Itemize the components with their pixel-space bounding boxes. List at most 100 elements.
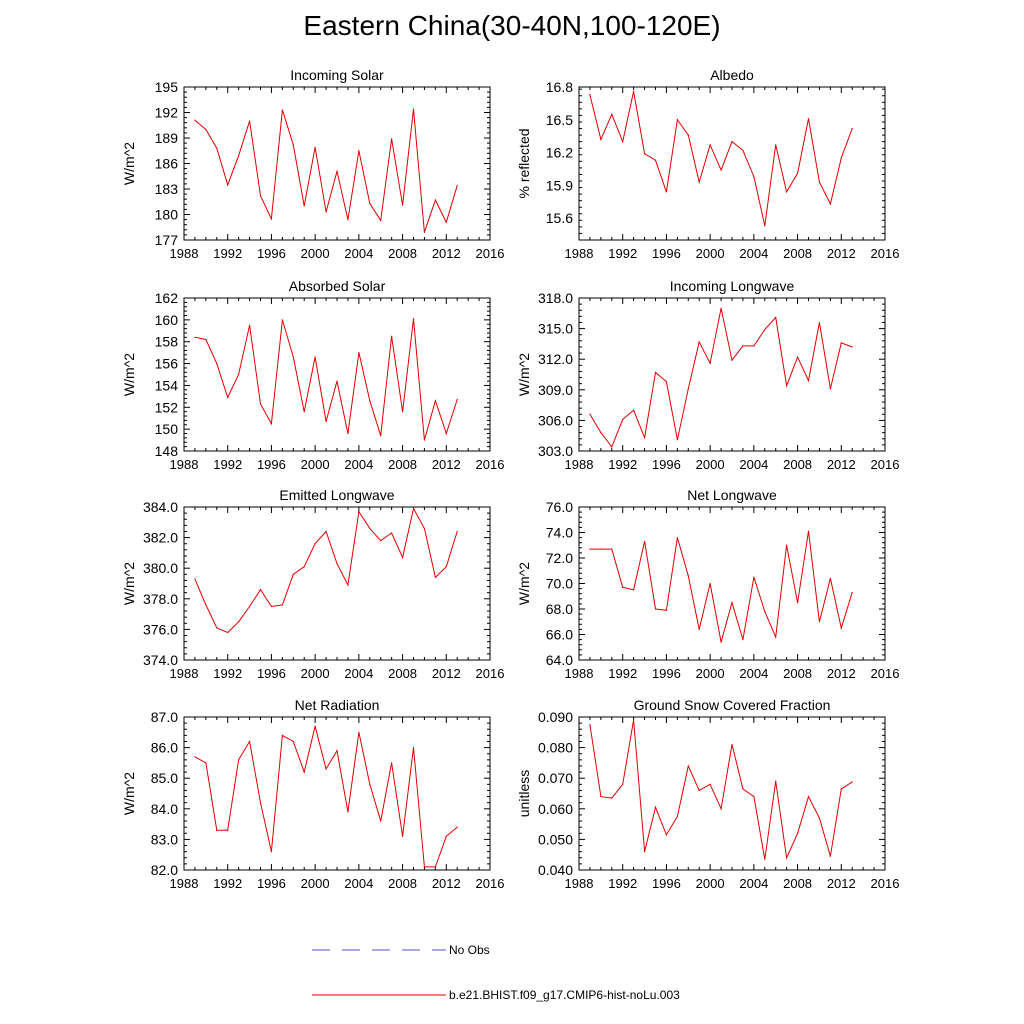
data-point (412, 108, 415, 110)
data-point (391, 762, 393, 764)
data-point (851, 781, 853, 783)
page-title: Eastern China(30-40N,100-120E) (303, 10, 721, 41)
data-point (796, 832, 799, 834)
data-point (380, 820, 382, 822)
x-tick-label: 2000 (696, 666, 725, 681)
chart-title: Net Radiation (295, 697, 380, 713)
x-tick-label: 2012 (827, 457, 856, 472)
x-tick-label: 1996 (652, 666, 681, 681)
data-point (336, 563, 338, 565)
x-tick-label: 2004 (739, 457, 768, 472)
data-point (720, 307, 722, 309)
data-point (633, 589, 635, 591)
data-point (216, 627, 218, 629)
x-tick-label: 1996 (652, 457, 681, 472)
x-tick-label: 1992 (213, 457, 242, 472)
data-point (742, 639, 744, 641)
data-point (423, 231, 426, 233)
data-point (687, 388, 689, 390)
x-tick-label: 2016 (871, 246, 900, 261)
chart-absorbed-solar: Absorbed Solar W/m^2 1988 1992 1996 2000 2004 2… (121, 278, 504, 472)
data-point (281, 109, 283, 111)
y-tick-label: 0.070 (538, 770, 573, 786)
data-point (456, 826, 458, 828)
data-point (818, 817, 821, 819)
x-tick-label: 2016 (476, 876, 505, 891)
data-point (600, 432, 602, 434)
data-point (391, 138, 393, 140)
data-point (709, 362, 711, 364)
data-point (633, 409, 635, 411)
chart-emitted-longwave: Emitted Longwave W/m^2 1988 1992 1996 2000 200… (121, 487, 504, 681)
data-point (840, 157, 842, 159)
y-tick-label: 16.8 (546, 79, 573, 95)
data-point (764, 225, 766, 227)
x-tick-label: 2008 (388, 876, 417, 891)
x-tick-label: 1992 (213, 246, 242, 261)
x-tick-label: 1988 (170, 876, 199, 891)
data-point (742, 345, 744, 347)
data-point (303, 411, 305, 413)
chart-incoming-solar: Incoming Solar W/m^2 1988 1992 1996 2000 2004 2… (121, 67, 504, 261)
data-point (654, 159, 657, 161)
data-point (423, 866, 426, 868)
data-point (259, 802, 262, 804)
data-point (840, 627, 842, 629)
y-tick-label: 86.0 (151, 740, 178, 756)
y-tick-label: 384.0 (143, 499, 178, 515)
data-point (665, 381, 668, 383)
y-axis-label: W/m^2 (121, 562, 137, 605)
data-point (248, 605, 251, 608)
data-point (676, 119, 678, 121)
x-tick-label: 2000 (301, 876, 330, 891)
x-tick-label: 2000 (301, 246, 330, 261)
data-point (259, 589, 262, 591)
chart-incoming-longwave: Incoming Longwave W/m^2 1988 1992 1996 2000 20… (516, 278, 899, 472)
data-point (720, 808, 722, 810)
y-tick-label: 380.0 (143, 560, 178, 576)
data-point (347, 432, 349, 435)
data-point (194, 578, 196, 580)
data-point (369, 400, 371, 402)
data-point (238, 621, 240, 623)
chart-title: Emitted Longwave (279, 487, 394, 503)
data-point (687, 575, 689, 577)
data-point (380, 219, 382, 222)
data-point (720, 641, 722, 643)
data-point (665, 609, 668, 611)
data-point (391, 532, 393, 534)
series-line (589, 308, 853, 448)
data-point (589, 413, 591, 415)
x-tick-label: 2008 (783, 457, 812, 472)
data-point (742, 149, 744, 151)
y-tick-label: 0.080 (538, 740, 573, 756)
series-line (589, 91, 853, 226)
data-point (270, 851, 273, 853)
data-point (314, 543, 316, 545)
data-point (412, 507, 415, 510)
x-tick-label: 2000 (696, 876, 725, 891)
x-tick-label: 2012 (827, 246, 856, 261)
data-point (611, 797, 613, 799)
x-tick-label: 2004 (739, 876, 768, 891)
x-tick-label: 1988 (565, 876, 594, 891)
data-point (829, 388, 831, 390)
data-point (227, 631, 229, 634)
data-point (445, 221, 447, 223)
y-axis-label: W/m^2 (516, 562, 532, 605)
y-tick-label: 306.0 (538, 412, 573, 428)
x-tick-label: 2016 (476, 457, 505, 472)
data-point (336, 750, 338, 752)
data-point (391, 335, 393, 337)
data-point (775, 316, 777, 318)
chart-net-radiation: Net Radiation W/m^2 1988 1992 1996 2000 2004 20… (121, 697, 504, 891)
data-point (270, 218, 273, 220)
x-tick-label: 2004 (344, 876, 373, 891)
data-point (259, 195, 262, 197)
data-point (281, 319, 283, 321)
data-point (611, 548, 613, 550)
data-point (401, 835, 404, 837)
y-tick-label: 177 (155, 232, 179, 248)
x-tick-label: 2000 (301, 457, 330, 472)
x-tick-label: 1988 (170, 457, 199, 472)
